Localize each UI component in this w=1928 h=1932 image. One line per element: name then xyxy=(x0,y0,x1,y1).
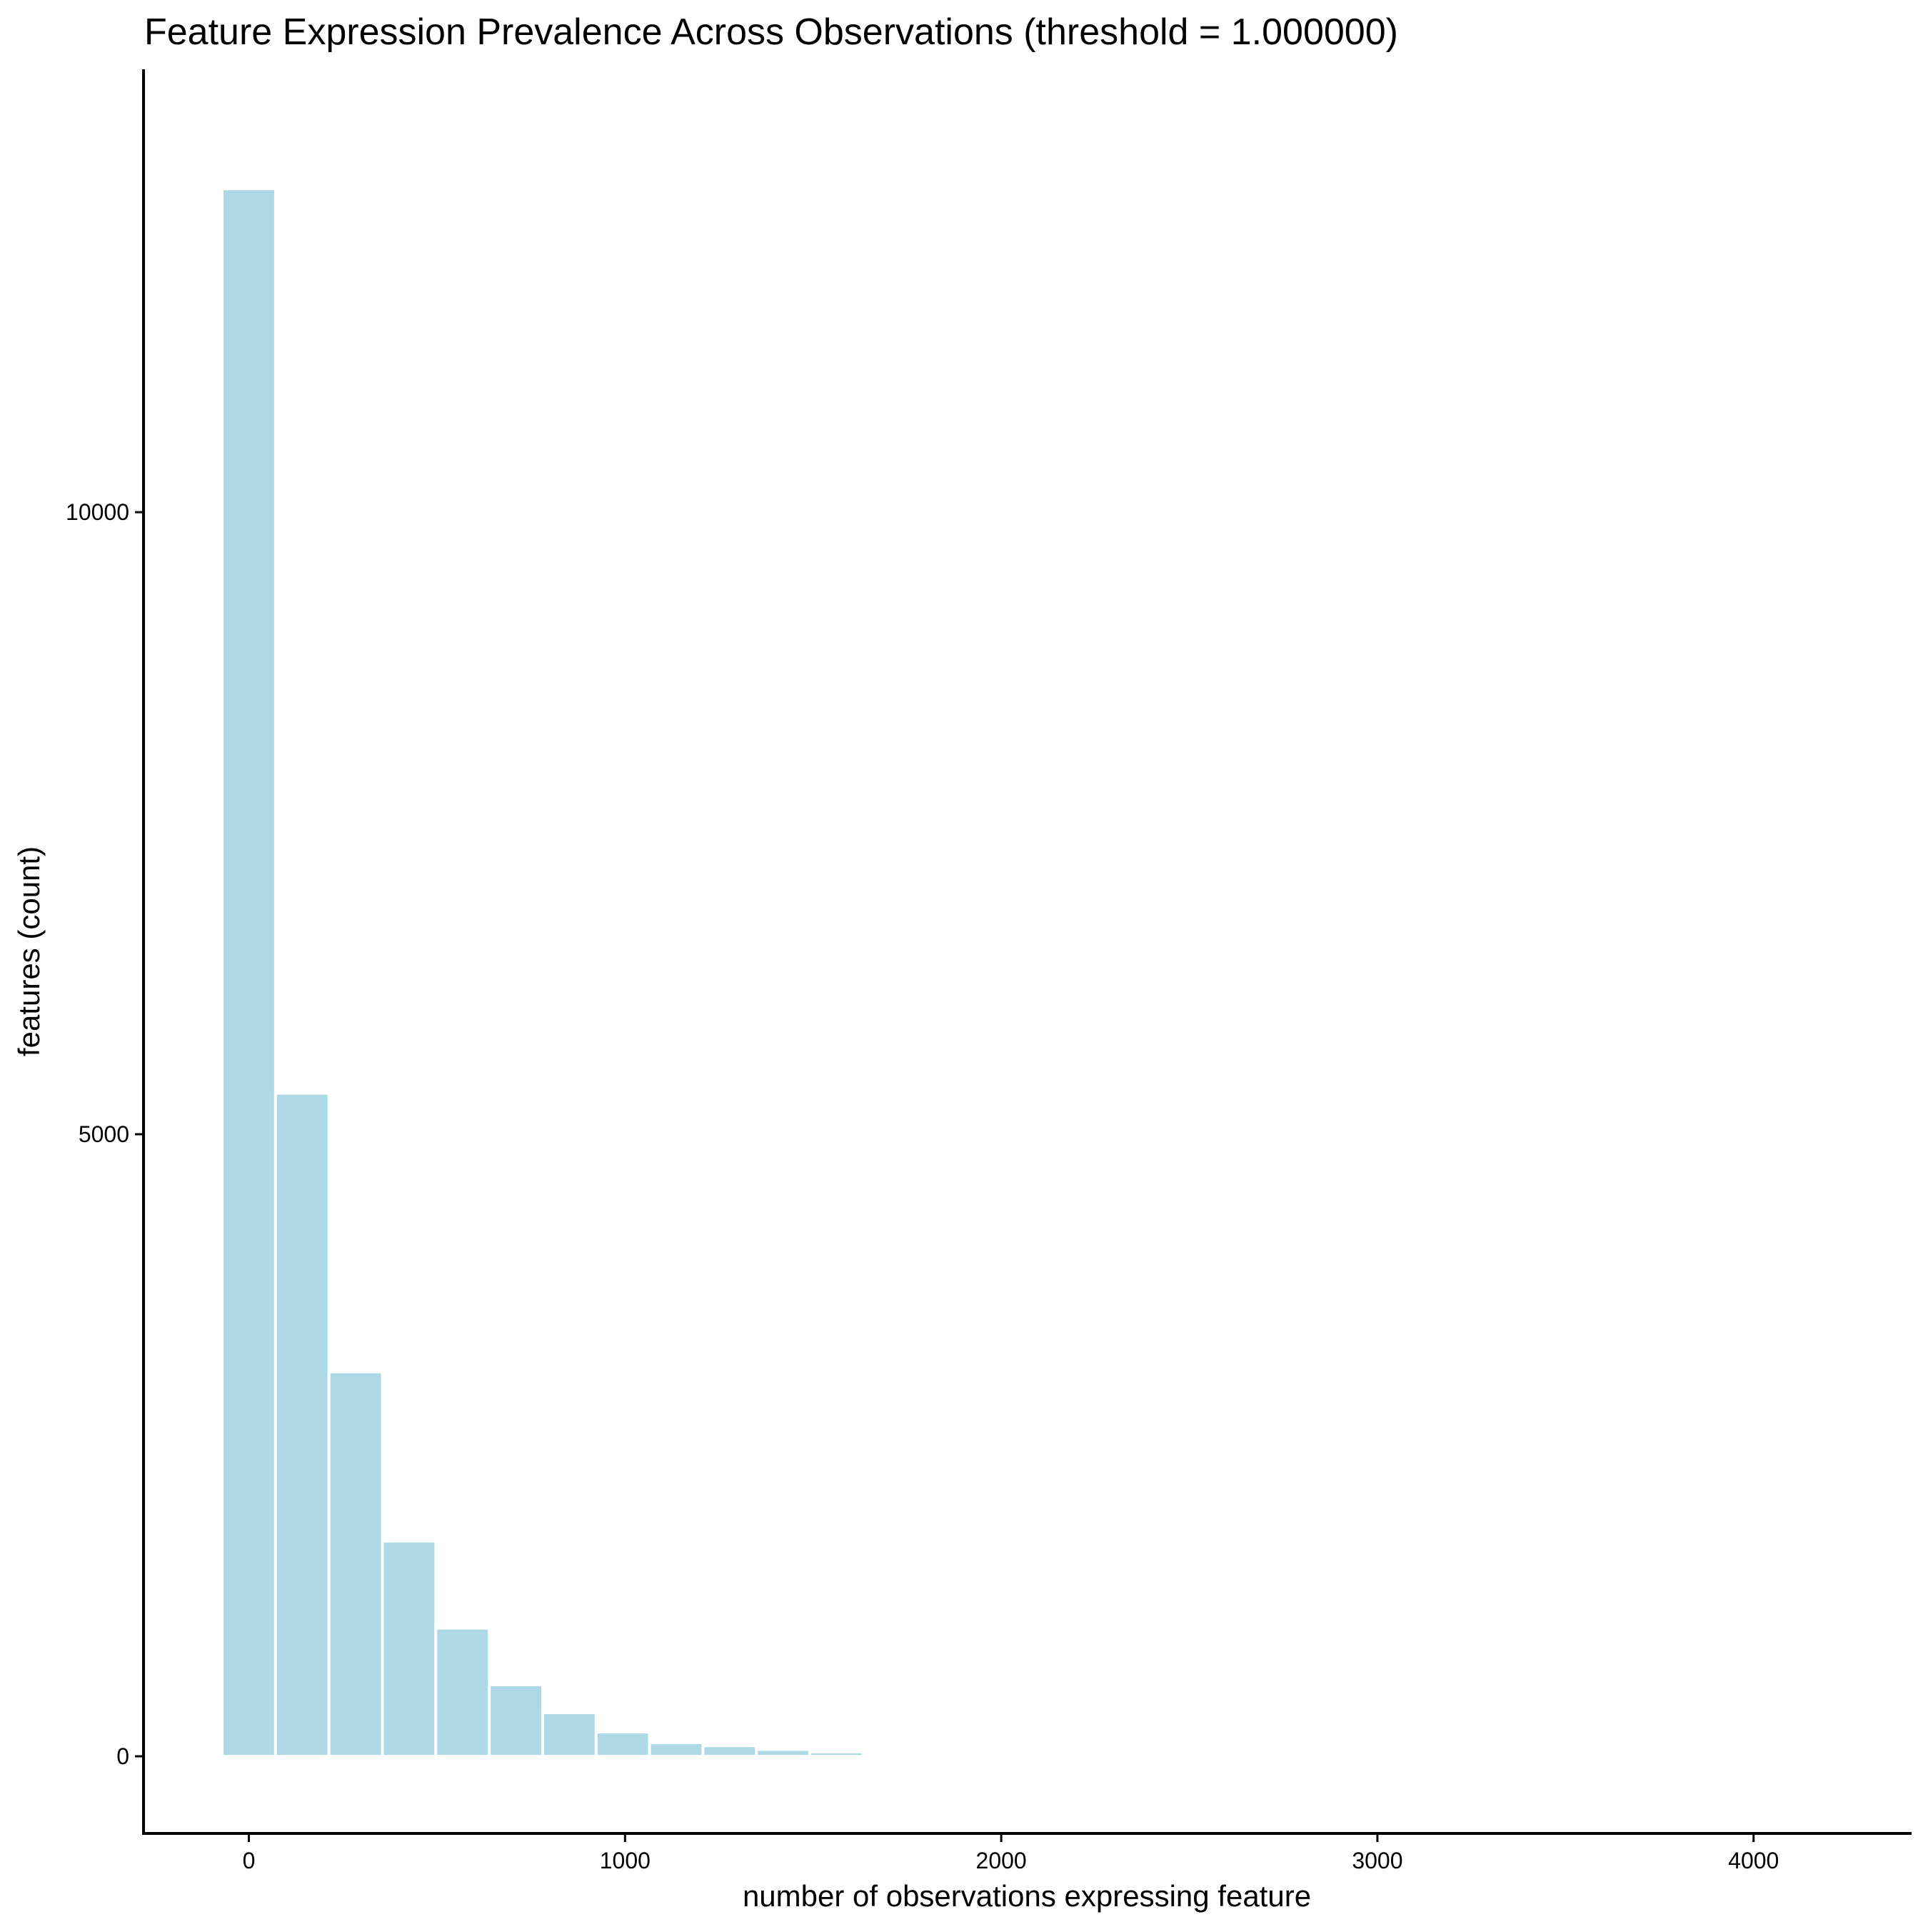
histogram-bar-5 xyxy=(488,1683,544,1758)
x-axis-ticks: 0 1000 2000 3000 4000 xyxy=(243,1833,1779,1873)
histogram-bar-12 xyxy=(861,1752,918,1758)
histogram-bar-0 xyxy=(221,187,277,1758)
histogram-bar-4 xyxy=(434,1626,491,1758)
x-axis-label: number of observations expressing featur… xyxy=(743,1879,1311,1913)
histogram-bar-8 xyxy=(648,1741,705,1758)
histogram-bar-9 xyxy=(701,1744,758,1758)
histogram-bar-7 xyxy=(594,1731,651,1758)
y-tick-label-0: 0 xyxy=(116,1743,129,1769)
y-axis-label: features (count) xyxy=(12,846,46,1056)
histogram-bar-6 xyxy=(541,1711,598,1758)
x-tick-label-3: 3000 xyxy=(1352,1848,1402,1873)
chart-title: Feature Expression Prevalence Across Obs… xyxy=(144,11,1398,53)
x-tick-label-0: 0 xyxy=(243,1848,256,1873)
histogram-bar-1 xyxy=(273,1091,331,1758)
histogram-bar-2 xyxy=(327,1370,384,1758)
y-tick-label-1: 5000 xyxy=(79,1121,129,1147)
y-tick-label-2: 10000 xyxy=(66,499,129,525)
histogram-bars xyxy=(221,187,972,1758)
histogram-bar-11 xyxy=(808,1750,865,1758)
y-axis-ticks: 0 5000 10000 xyxy=(66,499,144,1769)
x-tick-label-2: 2000 xyxy=(976,1848,1027,1873)
x-tick-label-1: 1000 xyxy=(600,1848,651,1873)
x-tick-label-4: 4000 xyxy=(1728,1848,1779,1873)
histogram-bar-10 xyxy=(755,1748,811,1758)
histogram-bar-3 xyxy=(381,1539,438,1758)
